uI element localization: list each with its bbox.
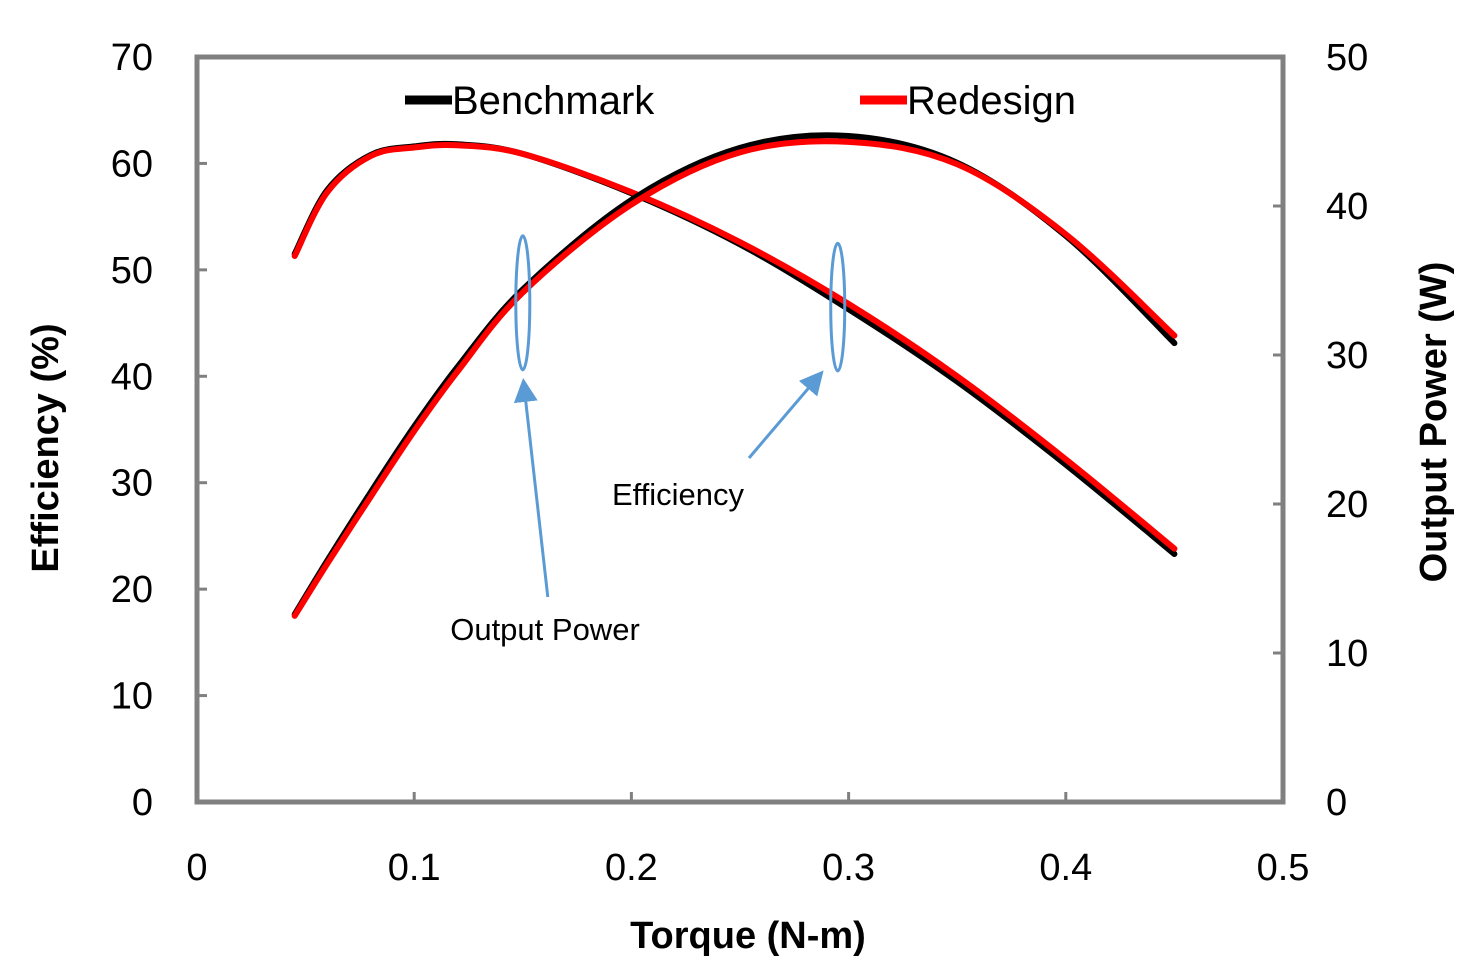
x-tick-label: 0	[186, 847, 207, 889]
legend-label-benchmark: Benchmark	[452, 79, 655, 123]
y-tick-label: 50	[111, 250, 153, 292]
efficiency-arrow	[747, 370, 824, 459]
y-tick-label: 30	[111, 463, 153, 505]
y-axis-title: Efficiency (%)	[25, 323, 67, 572]
legend: Benchmark Redesign	[405, 79, 1076, 123]
efficiency-highlight-ellipse	[829, 241, 847, 373]
x-tick-label: 0.1	[388, 847, 441, 889]
plot-frame	[194, 54, 1286, 805]
legend-label-redesign: Redesign	[907, 79, 1076, 123]
annotation-output-power: Output Power	[450, 612, 640, 647]
x-axis-title: Torque (N-m)	[630, 915, 866, 957]
y2-tick-label: 10	[1326, 633, 1368, 675]
output-power-highlight-ellipse	[514, 234, 532, 372]
y2-tick-label: 40	[1326, 186, 1368, 228]
y-tick-label: 10	[111, 676, 153, 718]
y-tick-label: 0	[132, 782, 153, 824]
x-tick-label: 0.4	[1039, 847, 1092, 889]
y-tick-label: 70	[111, 37, 153, 79]
y2-tick-label: 20	[1326, 484, 1368, 526]
y-tick-label: 40	[111, 356, 153, 398]
output-power-arrow	[513, 377, 550, 598]
x-tick-label: 0.5	[1257, 847, 1310, 889]
y2-tick-label: 30	[1326, 335, 1368, 377]
x-tick-label: 0.3	[822, 847, 875, 889]
y-tick-label: 60	[111, 143, 153, 185]
y2-axis-title: Output Power (W)	[1413, 262, 1455, 583]
y-tick-label: 20	[111, 569, 153, 611]
y2-tick-label: 0	[1326, 782, 1347, 824]
y2-tick-label: 50	[1326, 37, 1368, 79]
x-tick-label: 0.2	[605, 847, 658, 889]
annotation-efficiency: Efficiency	[612, 477, 745, 512]
series-line-redesign-output-power	[291, 138, 1178, 619]
